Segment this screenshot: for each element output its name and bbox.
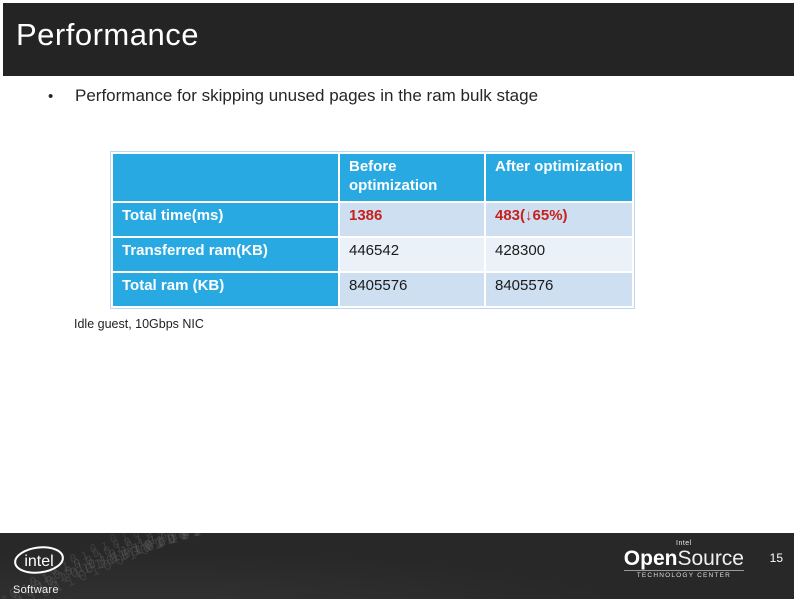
opensource-source: Source	[677, 547, 744, 570]
value-after: 8405576	[486, 273, 632, 306]
table-header-after: After optimization	[486, 154, 632, 201]
intel-logo-icon: intel	[14, 546, 64, 574]
bullet-text: Performance for skipping unused pages in…	[75, 86, 539, 105]
opensource-intel-label: Intel	[676, 540, 692, 547]
value-before: 1386	[340, 203, 484, 236]
row-label: Total ram (KB)	[113, 273, 338, 306]
opensource-subtitle: TECHNOLOGY CENTER	[623, 570, 744, 579]
table-row: Total time(ms) 1386 483(↓65%)	[113, 203, 632, 236]
opensource-open: Open	[623, 547, 678, 570]
note-text: Idle guest, 10Gbps NIC	[74, 317, 204, 331]
intel-software-label: Software	[13, 584, 59, 596]
table-row: Total ram (KB) 8405576 8405576	[113, 273, 632, 306]
value-before: 446542	[340, 238, 484, 271]
page-number: 15	[769, 551, 783, 565]
row-label: Transferred ram(KB)	[113, 238, 338, 271]
opensource-logo: Intel OpenSource TECHNOLOGY CENTER	[623, 540, 744, 579]
performance-table: Before optimization After optimization T…	[110, 151, 635, 309]
intel-software-logo: intel Software	[12, 544, 82, 596]
opensource-wordmark: OpenSource	[624, 548, 744, 569]
table-header-before: Before optimization	[340, 154, 484, 201]
bullet-line: • Performance for skipping unused pages …	[46, 86, 746, 106]
value-after: 483(↓65%)	[486, 203, 632, 236]
value-after: 428300	[486, 238, 632, 271]
slide-title: Performance	[16, 17, 199, 52]
table-header-empty	[113, 154, 338, 201]
bullet-icon: •	[48, 88, 54, 105]
intel-logo-text: intel	[24, 553, 53, 570]
table-row: Transferred ram(KB) 446542 428300	[113, 238, 632, 271]
table-header-row: Before optimization After optimization	[113, 154, 632, 201]
row-label: Total time(ms)	[113, 203, 338, 236]
title-bar: Performance	[3, 3, 794, 76]
value-before: 8405576	[340, 273, 484, 306]
footer-bar: 0100101101001011010010110100101101001011…	[0, 533, 794, 599]
